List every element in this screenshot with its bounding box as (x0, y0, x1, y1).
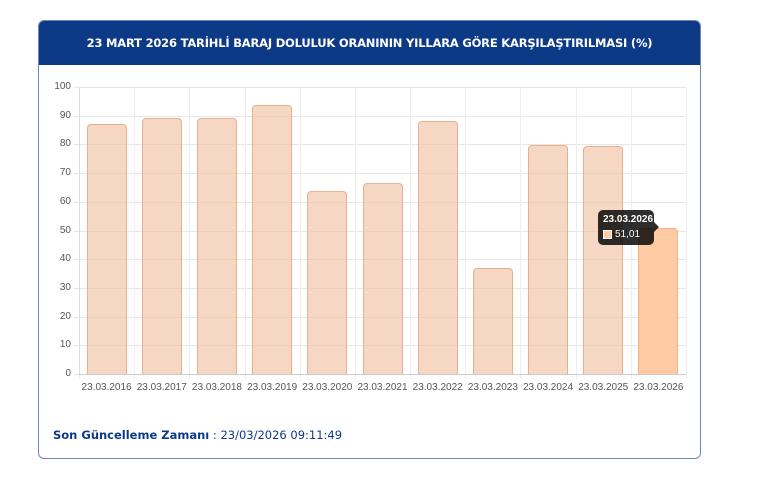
x-tick-label: 23.03.2022 (412, 382, 463, 393)
bar-23.03.2026[interactable] (638, 227, 679, 374)
tooltip-swatch-icon (603, 230, 612, 239)
bar-23.03.2024[interactable] (528, 144, 569, 374)
y-tick-label: 20 (59, 311, 71, 322)
y-tick-label: 40 (59, 253, 71, 264)
y-tick-label: 10 (59, 339, 71, 350)
last-update-value: 23/03/2026 09:11:49 (220, 428, 343, 442)
tooltip-title: 23.03.2026 (603, 214, 654, 225)
y-tick-label: 70 (59, 167, 71, 178)
v-gridline (189, 87, 190, 379)
y-tick-label: 100 (54, 81, 71, 92)
bar-23.03.2017[interactable] (141, 117, 182, 374)
bar-23.03.2016[interactable] (86, 124, 127, 374)
v-gridline (576, 87, 577, 379)
v-gridline (245, 87, 246, 379)
bar-23.03.2023[interactable] (472, 268, 513, 374)
bar-23.03.2020[interactable] (307, 190, 348, 374)
v-gridline (300, 87, 301, 379)
h-gridline (74, 144, 686, 145)
last-update: Son Güncelleme Zamanı : 23/03/2026 09:11… (53, 428, 342, 442)
y-tick-label: 50 (59, 225, 71, 236)
h-gridline (74, 116, 686, 117)
bar-23.03.2019[interactable] (252, 105, 293, 374)
bar-23.03.2018[interactable] (196, 117, 237, 374)
y-axis (79, 87, 80, 374)
v-gridline (410, 87, 411, 379)
y-tick-label: 60 (59, 196, 71, 207)
x-tick-label: 23.03.2023 (467, 382, 518, 393)
last-update-label: Son Güncelleme Zamanı (53, 428, 210, 442)
x-tick-label: 23.03.2024 (523, 382, 574, 393)
x-tick-label: 23.03.2016 (81, 382, 132, 393)
tooltip-value: 51,01 (615, 229, 641, 240)
x-tick-label: 23.03.2021 (357, 382, 408, 393)
bar-23.03.2025[interactable] (583, 146, 624, 374)
y-tick-label: 30 (59, 282, 71, 293)
v-gridline (134, 87, 135, 379)
x-tick-label: 23.03.2017 (136, 382, 187, 393)
y-tick-label: 0 (65, 368, 71, 379)
h-gridline (74, 87, 686, 88)
v-gridline (520, 87, 521, 379)
last-update-separator: : (209, 428, 221, 442)
x-tick-label: 23.03.2025 (578, 382, 629, 393)
y-tick-label: 80 (59, 138, 71, 149)
x-tick-label: 23.03.2026 (633, 382, 684, 393)
bar-23.03.2022[interactable] (417, 120, 458, 374)
x-tick-label: 23.03.2018 (191, 382, 242, 393)
h-gridline (74, 173, 686, 174)
x-axis (79, 374, 686, 375)
v-gridline (465, 87, 466, 379)
x-tick-label: 23.03.2019 (247, 382, 298, 393)
chart-tooltip: 23.03.2026 51,01 (598, 210, 659, 245)
v-gridline (686, 87, 687, 379)
chart-title: 23 MART 2026 TARİHLİ BARAJ DOLULUK ORANI… (39, 21, 700, 65)
y-tick-label: 90 (59, 110, 71, 121)
x-tick-label: 23.03.2020 (302, 382, 353, 393)
bar-23.03.2021[interactable] (362, 183, 403, 374)
v-gridline (355, 87, 356, 379)
